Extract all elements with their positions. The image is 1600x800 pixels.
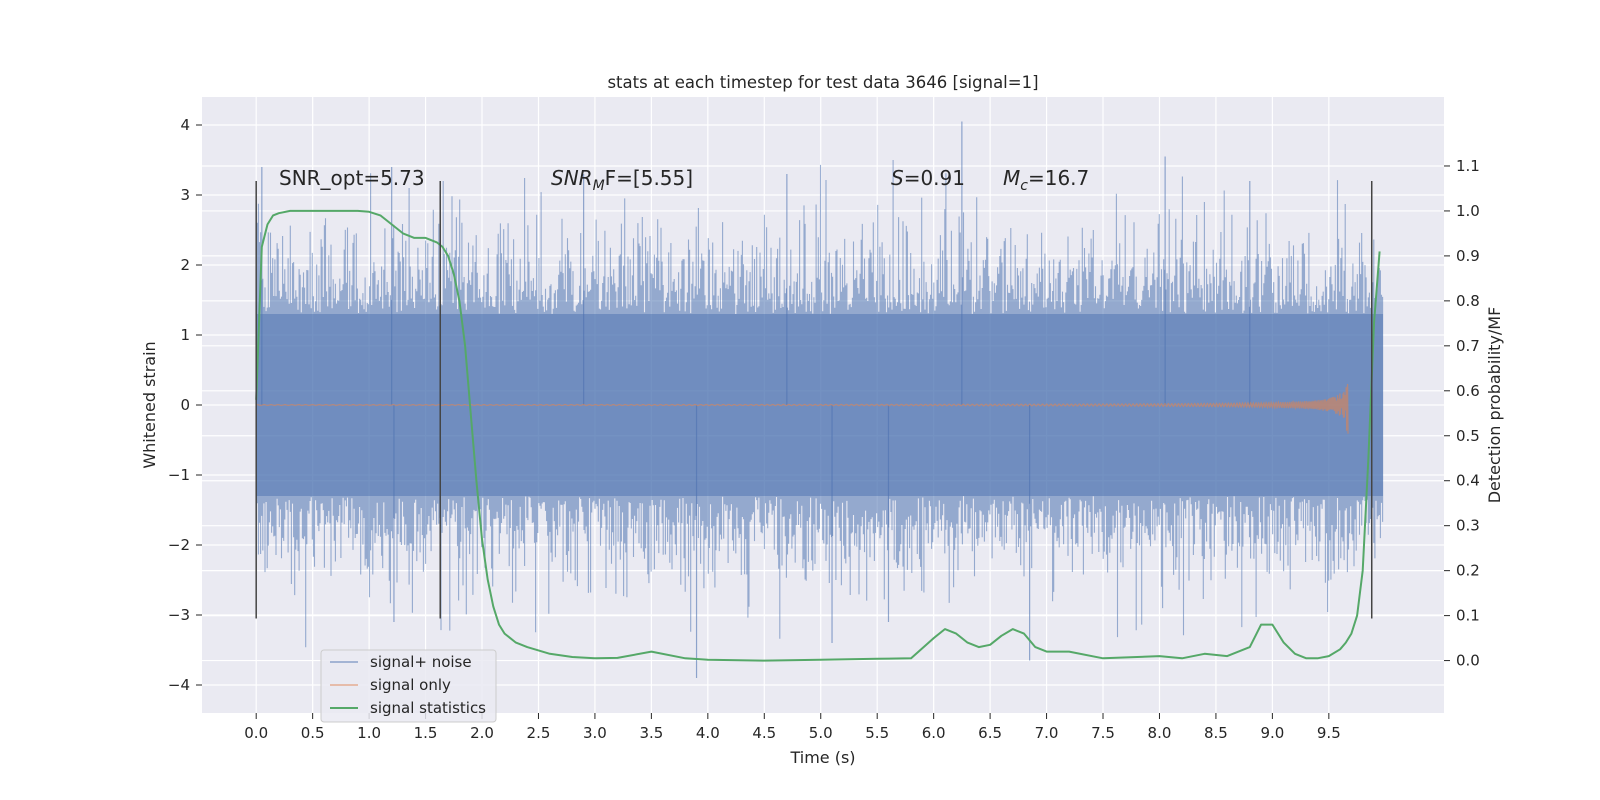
annotation-mc-symbol: M <box>1003 166 1020 190</box>
y2-tick-label: 0.2 <box>1456 562 1480 580</box>
x-tick-label: 8.5 <box>1204 724 1228 742</box>
vertical-markers <box>255 181 1373 619</box>
y2-tick-label: 0.1 <box>1456 607 1480 625</box>
x-tick-label: 5.0 <box>809 724 833 742</box>
x-axis-ticks: 0.0 0.5 1.0 1.5 2.0 2.5 3.0 3.5 4.0 4.5 5.0 5.5 6.0 6… <box>244 713 1341 742</box>
annotation-snr-mf-base: SNR <box>551 166 593 190</box>
y-tick-label: 2 <box>180 256 190 274</box>
legend-label-signal-noise: signal+ noise <box>370 653 472 671</box>
chart-title: stats at each timestep for test data 364… <box>607 73 1038 92</box>
x-tick-label: 8.0 <box>1148 724 1172 742</box>
x-tick-label: 0.5 <box>301 724 325 742</box>
x-axis-label: Time (s) <box>789 748 855 767</box>
x-tick-label: 9.5 <box>1317 724 1341 742</box>
annotation-mc-subscript: c <box>1020 178 1028 194</box>
legend-label-signal-statistics: signal statistics <box>370 699 486 717</box>
x-tick-label: 3.0 <box>583 724 607 742</box>
annotation-s-symbol: S <box>891 166 904 190</box>
x-tick-label: 2.0 <box>470 724 494 742</box>
series-signal-only <box>256 384 1349 434</box>
annotation-snr-mf: SNRMF=[5.55] <box>551 166 693 194</box>
x-tick-label: 4.5 <box>752 724 776 742</box>
y2-axis-label: Detection probability/MF <box>1485 307 1504 504</box>
x-tick-label: 5.5 <box>865 724 889 742</box>
y2-tick-label: 0.7 <box>1456 337 1480 355</box>
annotation-snr-mf-sub: M <box>593 178 605 194</box>
annotation-mc: Mc=16.7 <box>1003 166 1089 194</box>
x-tick-label: 7.0 <box>1035 724 1059 742</box>
y-tick-label: 3 <box>180 186 190 204</box>
x-tick-label: 0.0 <box>244 724 268 742</box>
y2-tick-label: 0.8 <box>1456 292 1480 310</box>
y-tick-label: −4 <box>168 676 190 694</box>
x-tick-label: 9.0 <box>1260 724 1284 742</box>
x-tick-label: 7.5 <box>1091 724 1115 742</box>
y-tick-label: −3 <box>168 606 190 624</box>
annotation-snr-mf-rest: F=[5.55] <box>605 166 693 190</box>
y-tick-label: −1 <box>168 466 190 484</box>
x-tick-label: 4.0 <box>696 724 720 742</box>
annotation-mc-value: =16.7 <box>1028 166 1089 190</box>
x-tick-label: 2.5 <box>527 724 551 742</box>
y2-tick-label: 0.9 <box>1456 247 1480 265</box>
series-layer <box>255 121 1384 678</box>
series-signal-statistics <box>255 209 1381 662</box>
annotations: SNR_opt=5.73 SNRMF=[5.55] S=0.91 Mc=16.7 <box>279 166 1089 194</box>
legend-label-signal-only: signal only <box>370 676 451 694</box>
y-axis-ticks: 4 3 2 1 0 −1 −2 −3 −4 <box>168 116 202 694</box>
y2-tick-label: 0.6 <box>1456 382 1480 400</box>
annotation-snr-opt: SNR_opt=5.73 <box>279 166 425 190</box>
y-tick-label: 0 <box>180 396 190 414</box>
x-tick-label: 1.0 <box>357 724 381 742</box>
legend-box <box>320 649 497 723</box>
x-tick-label: 6.0 <box>922 724 946 742</box>
y2-tick-label: 0.0 <box>1456 652 1480 670</box>
y2-tick-label: 1.0 <box>1456 202 1480 220</box>
y2-tick-label: 1.1 <box>1456 157 1480 175</box>
x-tick-label: 6.5 <box>978 724 1002 742</box>
y2-axis-ticks: 1.1 1.0 0.9 0.8 0.7 0.6 0.5 0.4 0.3 0.2 0.1 0.0 <box>1444 157 1480 670</box>
y-tick-label: −2 <box>168 536 190 554</box>
y-tick-label: 1 <box>180 326 190 344</box>
y2-tick-label: 0.3 <box>1456 517 1480 535</box>
x-tick-label: 1.5 <box>414 724 438 742</box>
x-tick-label: 3.5 <box>639 724 663 742</box>
y2-tick-label: 0.5 <box>1456 427 1480 445</box>
y2-tick-label: 0.4 <box>1456 472 1480 490</box>
legend: signal+ noise signal only signal statist… <box>320 649 497 723</box>
y-tick-label: 4 <box>180 116 190 134</box>
annotation-s: S=0.91 <box>891 166 965 190</box>
annotation-s-value: =0.91 <box>904 166 965 190</box>
y-axis-label: Whitened strain <box>140 341 159 468</box>
